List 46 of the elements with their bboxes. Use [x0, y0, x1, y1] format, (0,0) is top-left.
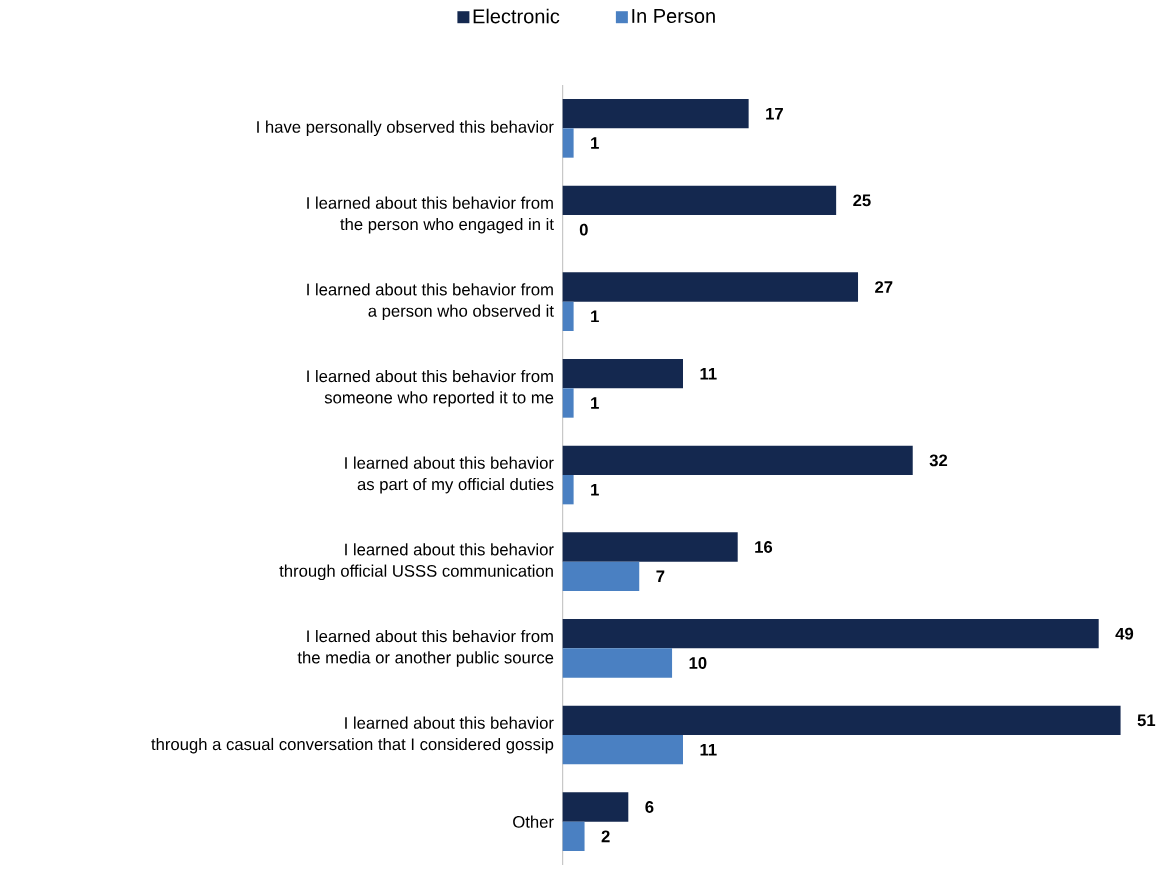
bar	[562, 272, 859, 302]
data-label: 32	[929, 454, 948, 467]
bar	[562, 359, 683, 389]
y-tick-label: I learned about this behavior from the media or another public source	[297, 629, 554, 667]
y-tick-label: I learned about this behavior from a person who observed it	[307, 283, 554, 321]
data-label: 1	[591, 483, 599, 496]
bar	[562, 792, 629, 822]
legend-label: Electronic	[473, 8, 560, 24]
data-label: 2	[601, 830, 610, 843]
bar	[562, 99, 749, 129]
data-label: 1	[591, 397, 599, 409]
legend-label: In Person	[632, 9, 715, 24]
bar	[562, 128, 574, 158]
bar	[562, 735, 683, 765]
data-label: 51	[1137, 714, 1156, 727]
bar	[562, 532, 738, 562]
data-label: 6	[645, 801, 654, 813]
data-label: 7	[656, 570, 665, 583]
bar	[562, 648, 673, 678]
y-tick-label: I learned about this behavior from someone who reported it to me	[307, 369, 554, 407]
y-tick-label: I learned about this behavior through official USSS communication	[279, 543, 554, 581]
bar	[562, 705, 1121, 736]
y-tick-label: Other	[513, 815, 554, 828]
y-tick-label: I learned about this behavior as part of my official duties	[345, 456, 554, 494]
y-tick-label: I have personally observed this behavior	[257, 120, 554, 137]
y-tick-label: I learned about this behavior from the person who engaged in it	[307, 196, 554, 234]
data-label: 16	[755, 541, 773, 553]
data-label: 49	[1115, 627, 1134, 640]
bar	[562, 561, 640, 592]
bar	[562, 445, 913, 476]
y-tick-label: I learned about this behavior through a casual conversation that I considered gossip	[151, 716, 554, 754]
data-label: 27	[875, 281, 893, 293]
data-label: 11	[700, 743, 717, 756]
bar	[562, 388, 574, 418]
bar	[562, 619, 1099, 649]
data-label: 1	[591, 137, 599, 149]
bar	[562, 185, 837, 216]
bar	[562, 301, 574, 332]
data-label: 0	[579, 223, 588, 236]
data-label: 11	[700, 367, 717, 380]
bar	[562, 475, 574, 505]
data-label: 17	[766, 107, 783, 120]
data-label: 1	[591, 310, 599, 323]
bar	[562, 821, 585, 852]
data-label: 10	[689, 657, 707, 669]
data-label: 25	[853, 194, 871, 207]
